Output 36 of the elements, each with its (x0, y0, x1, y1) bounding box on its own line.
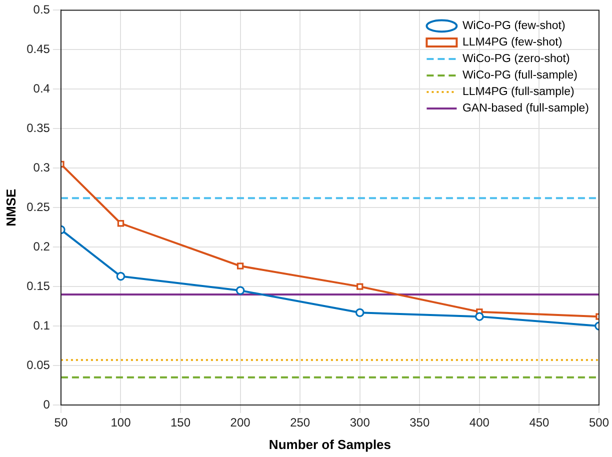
y-tick-label: 0.15 (26, 278, 50, 293)
point (236, 262, 244, 270)
point (236, 286, 245, 295)
x-tick-label: 350 (410, 416, 430, 430)
point (116, 272, 126, 281)
point (356, 283, 364, 290)
y-tick-label: 0.4 (33, 81, 50, 96)
x-tick-label: 50 (54, 416, 68, 430)
point (117, 220, 124, 227)
y-tick-label: 0.05 (26, 358, 50, 372)
y-axis-title: NMSE (3, 188, 18, 226)
x-axis-title: Number of Samples (268, 436, 392, 452)
x-tick-label: 200 (230, 416, 251, 430)
legend-label: LLM4PG (full-sample) (462, 86, 574, 98)
y-tick-label: 0.2 (33, 239, 50, 254)
legend-label: WiCo-PG (full-sample) (462, 70, 578, 82)
y-tick-label: 0.45 (26, 42, 50, 56)
x-tick-label: 100 (110, 416, 132, 430)
legend-label: LLM4PG (few-shot) (462, 36, 562, 49)
y-tick-label: 0.1 (33, 318, 50, 332)
y-tick-label: 0.3 (33, 160, 50, 174)
legend-label: WiCo-PG (zero-shot) (462, 53, 570, 66)
x-tick-label: 400 (469, 416, 490, 430)
legend-label: GAN-based (full-sample) (462, 102, 590, 115)
legend-label: WiCo-PG (few-shot) (462, 20, 566, 32)
x-tick-label: 500 (588, 416, 610, 430)
x-tick-label: 450 (529, 416, 550, 430)
y-tick-label: 0 (43, 397, 50, 412)
point (355, 308, 364, 318)
x-tick-label: 250 (290, 416, 310, 430)
y-tick-label: 0.35 (26, 120, 50, 135)
y-tick-label: 0.5 (33, 2, 50, 17)
y-tick-label: 0.25 (26, 200, 50, 214)
x-tick-label: 300 (350, 416, 370, 430)
point (475, 312, 484, 321)
x-tick-label: 150 (170, 416, 191, 430)
